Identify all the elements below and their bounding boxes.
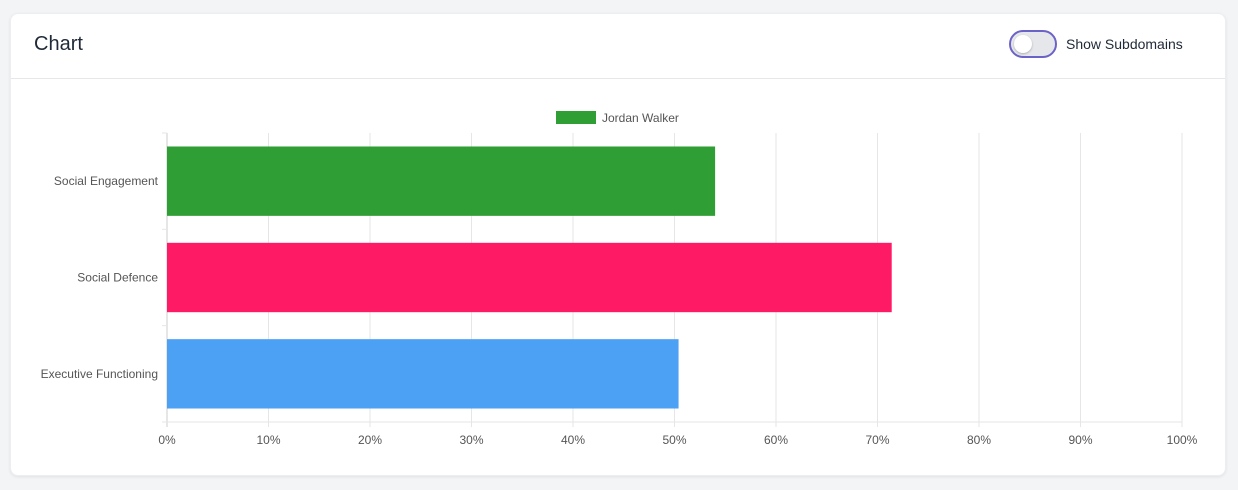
y-category-label: Social Defence	[77, 271, 158, 285]
card-title: Chart	[34, 33, 83, 55]
bar-executive-functioning[interactable]	[167, 339, 679, 409]
show-subdomains-toggle[interactable]	[1009, 30, 1057, 58]
x-tick-label: 40%	[561, 433, 585, 447]
x-tick-label: 60%	[764, 433, 788, 447]
x-tick-label: 0%	[158, 433, 176, 447]
legend[interactable]: Jordan Walker	[556, 111, 679, 125]
bar-social-engagement[interactable]	[167, 146, 716, 216]
legend-label-jordan-walker: Jordan Walker	[602, 111, 679, 125]
subdomains-toggle-group[interactable]: Show Subdomains	[1009, 30, 1183, 58]
x-tick-label: 100%	[1167, 433, 1198, 447]
x-tick-label: 50%	[662, 433, 686, 447]
y-category-label: Social Engagement	[54, 174, 159, 188]
axes: 0% 10% 20% 30% 40% 50% 60% 70% 80% 90% 100% Social …	[41, 174, 1198, 447]
bars	[167, 146, 892, 409]
x-tick-label: 80%	[967, 433, 991, 447]
x-tick-label: 30%	[459, 433, 483, 447]
toggle-knob	[1014, 35, 1032, 53]
x-tick-label: 10%	[256, 433, 280, 447]
bar-social-defence[interactable]	[167, 242, 892, 313]
card-header: Chart Show Subdomains	[11, 14, 1225, 79]
y-category-label: Executive Functioning	[41, 367, 158, 381]
x-tick-label: 20%	[358, 433, 382, 447]
x-tick-label: 70%	[865, 433, 889, 447]
show-subdomains-label[interactable]: Show Subdomains	[1066, 36, 1183, 52]
x-tick-label: 90%	[1068, 433, 1092, 447]
legend-swatch-jordan-walker	[556, 111, 596, 124]
